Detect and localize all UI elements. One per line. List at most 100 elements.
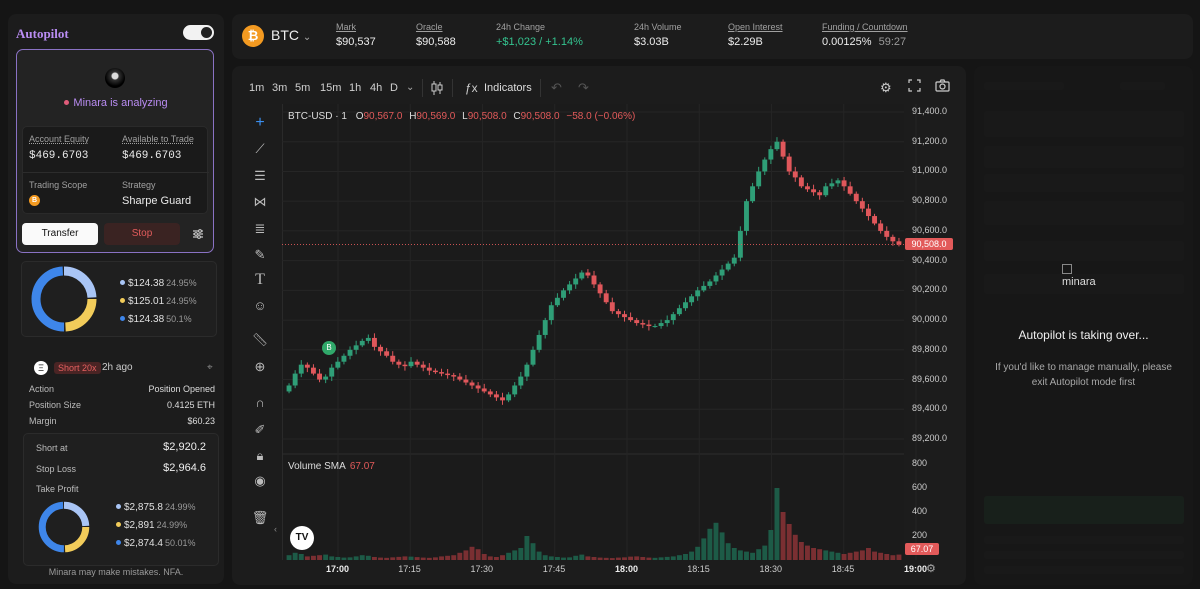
- volume-bar: [432, 557, 438, 560]
- location-pin-icon[interactable]: ⌖: [207, 362, 213, 373]
- timeframe-3m[interactable]: 3m: [272, 82, 288, 94]
- candle-body: [744, 201, 749, 231]
- action-label: Action: [29, 384, 55, 394]
- chevron-down-icon[interactable]: ⌄: [406, 82, 415, 93]
- volume-bar: [353, 556, 359, 560]
- candle-body: [573, 278, 579, 285]
- trendline-icon[interactable]: ⟋: [255, 141, 265, 156]
- change-value: +$1,023 / +1.14%: [496, 36, 583, 48]
- candle-body: [463, 379, 469, 383]
- indicators-icon[interactable]: ƒx: [465, 81, 478, 95]
- volume-bar: [408, 556, 414, 560]
- lock-icon[interactable]: 🔒︎: [256, 448, 264, 463]
- symbol-selector[interactable]: BTC ⌄: [271, 27, 311, 43]
- open-interest: Open Interest $2.29B: [728, 22, 783, 48]
- candle-body: [689, 296, 695, 303]
- legend-value: $2,874.4: [124, 538, 163, 549]
- timeframe-d[interactable]: D: [390, 82, 398, 94]
- redo-icon[interactable]: ↷: [578, 80, 589, 95]
- volume-bar: [774, 488, 780, 560]
- candle-body: [859, 201, 865, 209]
- tradingview-logo[interactable]: TV: [290, 526, 314, 550]
- price-tick-label: 89,800.0: [912, 343, 948, 354]
- sliders-icon[interactable]: [187, 223, 209, 245]
- volume-sma-value: 67.07: [349, 461, 375, 472]
- camera-icon[interactable]: [935, 79, 950, 95]
- candle-body: [390, 355, 396, 362]
- oracle-value: $90,588: [416, 36, 456, 48]
- candle-body: [762, 159, 768, 172]
- candle-body: [780, 141, 786, 157]
- axis-settings-icon[interactable]: ⚙: [926, 563, 936, 575]
- timeframe-15m[interactable]: 15m: [320, 82, 342, 94]
- oracle-label: Oracle: [416, 22, 443, 32]
- undo-icon[interactable]: ↶: [551, 80, 562, 95]
- candle-body: [713, 275, 719, 282]
- brush-icon[interactable]: ✎: [254, 247, 266, 262]
- buy-marker[interactable]: B: [322, 341, 336, 355]
- trash-icon[interactable]: 🗑︎: [251, 510, 269, 525]
- autopilot-toggle[interactable]: [183, 25, 214, 40]
- settings-gear-icon[interactable]: ⚙: [880, 80, 892, 95]
- candle-body: [652, 326, 658, 328]
- timeframe-1m[interactable]: 1m: [249, 82, 265, 94]
- price-tick-label: 89,600.0: [912, 373, 948, 384]
- crosshair-icon[interactable]: +: [255, 114, 265, 131]
- funding-value: 0.00125%: [822, 36, 872, 48]
- ruler-icon[interactable]: 📏︎: [251, 332, 269, 347]
- volume-bar: [792, 534, 798, 560]
- legend-dot: [120, 316, 125, 321]
- zoom-in-icon[interactable]: ⊕: [254, 359, 266, 374]
- change-label: 24h Change: [496, 22, 546, 32]
- ohlc-close: 90,508.0: [520, 111, 560, 122]
- ohlc-change: −58.0 (−0.06%): [566, 111, 636, 122]
- collapse-icon[interactable]: ‹: [274, 524, 277, 534]
- candle-body: [512, 385, 518, 395]
- take-profit-legend: $2,875.8 24.99% $2,891 24.99% $2,874.4 50.01%: [116, 502, 195, 556]
- time-tick-label: 17:30: [470, 564, 494, 574]
- timeframe-5m[interactable]: 5m: [295, 82, 311, 94]
- funding-countdown: 59:27: [878, 36, 907, 48]
- emoji-icon[interactable]: ☺: [253, 298, 267, 313]
- candle-body: [805, 186, 810, 190]
- pattern-icon[interactable]: ⋈: [253, 194, 267, 209]
- volume-label: 24h Volume: [634, 22, 682, 32]
- stop-button[interactable]: Stop: [104, 223, 180, 245]
- volume-tick-label: 200: [912, 530, 928, 540]
- allocation-card: $124.38 24.95% $125.01 24.95% $124.38 50.1%: [21, 261, 217, 337]
- volume-bar: [829, 551, 835, 560]
- magnet-icon[interactable]: ∩: [255, 395, 265, 410]
- eye-icon[interactable]: ◉: [254, 473, 266, 488]
- funding: Funding / Countdown 0.00125% 59:27: [822, 22, 908, 48]
- candle-body: [451, 375, 457, 377]
- indicators-button[interactable]: Indicators: [484, 82, 532, 94]
- volume-bar: [567, 557, 573, 560]
- text-tool-icon[interactable]: T: [255, 271, 265, 288]
- fibonacci-icon[interactable]: ≣: [254, 221, 266, 236]
- timeframe-4h[interactable]: 4h: [370, 82, 383, 94]
- parallel-lines-icon[interactable]: ☰: [254, 168, 266, 183]
- lock-drawing-icon[interactable]: ✐: [254, 422, 266, 437]
- candle-body: [658, 323, 664, 327]
- volume-bar: [664, 556, 670, 560]
- volume-tick-label: 600: [912, 482, 928, 492]
- candle-body: [378, 346, 383, 352]
- volume-bar: [359, 555, 365, 560]
- ohlc-open: 90,567.0: [363, 111, 403, 122]
- candle-body: [481, 388, 487, 392]
- fullscreen-icon[interactable]: [908, 79, 921, 95]
- timeframe-1h[interactable]: 1h: [349, 82, 362, 94]
- candle-body: [811, 189, 817, 193]
- transfer-button[interactable]: Transfer: [22, 223, 98, 245]
- symbol-name: BTC: [271, 27, 299, 43]
- volume-value: $3.03B: [634, 36, 669, 48]
- candle-body: [457, 376, 463, 380]
- volume-bar: [469, 546, 475, 560]
- minara-image-alt: minara: [1062, 276, 1096, 288]
- chevron-down-icon: ⌄: [302, 32, 312, 43]
- volume-24h: 24h Volume $3.03B: [634, 22, 682, 48]
- candles-icon[interactable]: [431, 81, 443, 98]
- candle-body: [475, 385, 481, 389]
- candle-body: [683, 302, 688, 309]
- candlestick-chart[interactable]: [282, 104, 972, 564]
